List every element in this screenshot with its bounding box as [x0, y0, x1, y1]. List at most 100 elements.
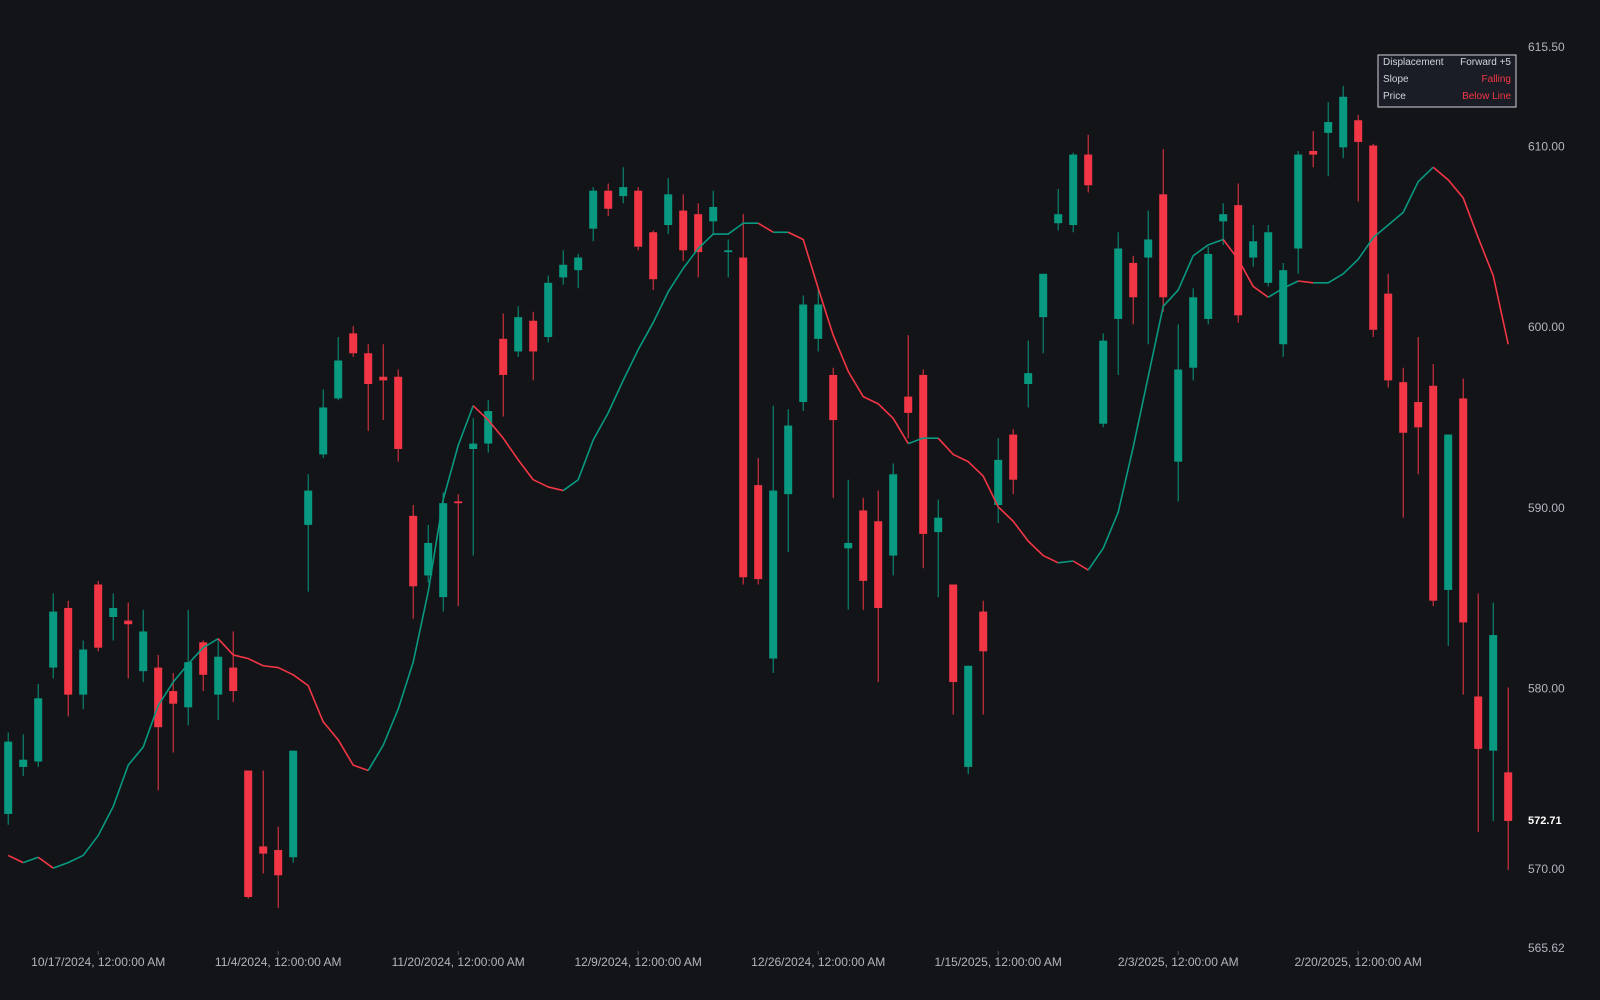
candle-body: [1159, 194, 1168, 298]
candle-body: [574, 257, 583, 271]
candle-body: [1309, 150, 1318, 155]
candle-body: [694, 214, 703, 253]
candle-body: [994, 459, 1003, 506]
x-tick-label: 12/9/2024, 12:00:00 AM: [574, 955, 701, 969]
candle-body: [1009, 434, 1018, 480]
candle-body: [799, 304, 808, 403]
candle-body: [409, 515, 418, 587]
candle-body: [484, 411, 493, 444]
ma-line: [907, 437, 939, 445]
candle-body: [229, 667, 238, 692]
candle-body: [724, 250, 733, 253]
candle-body: [859, 510, 868, 581]
candle-body: [949, 584, 958, 683]
last-price-label: 572.71: [1528, 815, 1562, 827]
candle-body: [1054, 214, 1063, 224]
candle-body: [1459, 398, 1468, 623]
candle-body: [19, 759, 28, 767]
candle-body: [874, 521, 883, 608]
candle-body: [829, 374, 838, 421]
candle-body: [1414, 402, 1423, 428]
info-label: Slope: [1383, 74, 1409, 85]
candle-body: [844, 542, 853, 549]
candle-body: [1354, 120, 1363, 142]
candle-body: [1384, 293, 1393, 381]
candle-body: [904, 396, 913, 413]
candle-body: [1339, 96, 1348, 148]
ma-line: [1267, 280, 1299, 298]
candle-body: [769, 490, 778, 659]
y-tick-label: 615.50: [1528, 40, 1565, 54]
candle-body: [1489, 635, 1498, 751]
candle-body: [1399, 382, 1408, 433]
candle-body: [1279, 270, 1288, 345]
candle-body: [154, 667, 163, 728]
candle-body: [109, 607, 118, 617]
x-tick-label: 12/26/2024, 12:00:00 AM: [751, 955, 885, 969]
candle-body: [544, 282, 553, 338]
candle-body: [1204, 253, 1213, 319]
candle-body: [634, 190, 643, 247]
candle-body: [289, 750, 298, 858]
candle-body: [514, 317, 523, 352]
candle-body: [934, 517, 943, 533]
candle-body: [319, 407, 328, 455]
candle-body: [4, 741, 13, 814]
candle-body: [139, 631, 148, 672]
ma-line: [22, 856, 39, 864]
ma-line: [472, 405, 564, 492]
candle-body: [454, 501, 463, 504]
candle-body: [889, 474, 898, 556]
info-value: Forward +5: [1460, 57, 1511, 68]
ma-line: [367, 405, 474, 771]
candle-body: [364, 353, 373, 384]
candle-body: [1114, 248, 1123, 319]
ma-line: [1298, 280, 1314, 284]
x-tick-label: 1/15/2025, 12:00:00 AM: [934, 955, 1061, 969]
candle-body: [1039, 273, 1048, 318]
candle-body: [1324, 122, 1333, 133]
candle-body: [979, 611, 988, 652]
candle-body: [784, 425, 793, 495]
candle-body: [559, 264, 568, 278]
y-tick-label: 610.00: [1528, 140, 1565, 154]
candle-body: [214, 656, 223, 695]
candle-body: [1504, 772, 1513, 821]
ma-line: [1058, 560, 1074, 564]
candle-body: [64, 607, 73, 695]
y-tick-label: 565.62: [1528, 941, 1565, 955]
candle-body: [79, 649, 88, 695]
ma-line: [1432, 166, 1509, 345]
y-tick-label: 580.00: [1528, 681, 1565, 695]
ma-line: [757, 222, 774, 233]
candle-body: [244, 770, 253, 897]
candle-body: [619, 187, 628, 197]
candle-body: [529, 320, 538, 352]
candle-body: [34, 698, 43, 762]
candle-body: [1144, 239, 1153, 258]
ma-line: [1222, 238, 1269, 298]
candle-body: [1444, 434, 1453, 590]
ma-line: [52, 637, 219, 869]
info-value: Below Line: [1462, 91, 1511, 102]
ma-line: [217, 638, 369, 772]
ma-line: [562, 222, 759, 492]
candle-body: [274, 850, 283, 876]
candle-body: [49, 611, 58, 668]
candle-body: [814, 304, 823, 339]
candle-body: [1219, 214, 1228, 222]
info-panel: Displacement Forward +5 Slope Falling Price B…: [1377, 54, 1517, 108]
ma-line: [37, 856, 54, 869]
candle-body: [259, 846, 268, 854]
candle-body: [679, 210, 688, 251]
ma-line: [7, 854, 24, 864]
candle-body: [1189, 297, 1198, 368]
candle-body: [709, 206, 718, 222]
candle-body: [589, 190, 598, 229]
candle-body: [1084, 154, 1093, 186]
candle-body: [394, 376, 403, 450]
candle-body: [1129, 262, 1138, 298]
ma-line: [1313, 166, 1434, 284]
ma-line: [1087, 238, 1224, 571]
